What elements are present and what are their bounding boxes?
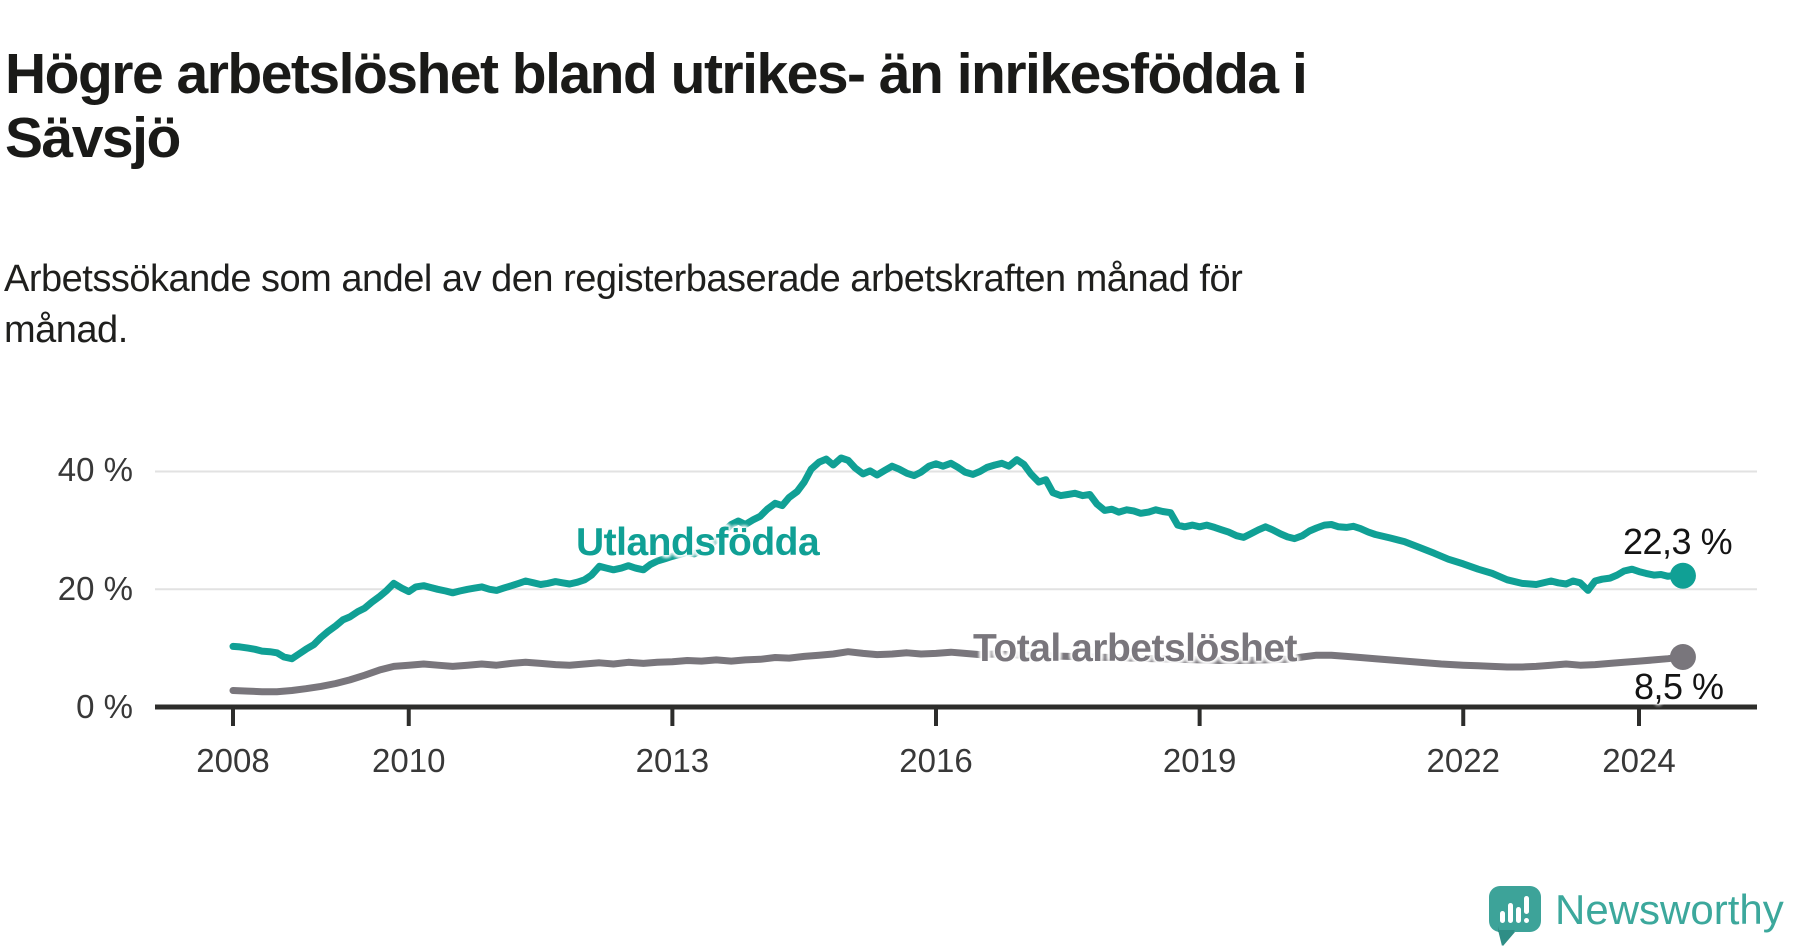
x-axis-label: 2013 <box>635 742 710 779</box>
x-axis-label: 2024 <box>1602 742 1676 779</box>
series-end-dot-total <box>1669 643 1696 670</box>
series-label-total-arbetsloshet: Total arbetslöshet <box>973 627 1298 670</box>
title-line-1: Högre arbetslöshet bland utrikes- än inr… <box>5 42 1308 107</box>
page-title: Högre arbetslöshet bland utrikes- än inr… <box>5 42 1765 170</box>
x-axis-label: 2010 <box>372 742 446 779</box>
x-axis-label: 2022 <box>1426 742 1500 779</box>
end-value-label-total: 8,5 % <box>1634 666 1724 707</box>
subtitle-line-2: månad. <box>4 309 128 351</box>
y-axis-label-20: 20 % <box>57 570 133 607</box>
chart-subtitle: Arbetssökande som andel av den registerb… <box>4 254 1764 356</box>
title-line-2: Sävsjö <box>5 106 181 171</box>
x-axis-label: 2008 <box>196 742 270 779</box>
y-axis-label-0: 0 % <box>76 688 133 725</box>
x-axis-label: 2019 <box>1162 742 1237 779</box>
y-axis-label-40: 40 % <box>57 451 133 488</box>
series-line-utlandsfodda <box>229 454 1687 663</box>
x-axis-label: 2016 <box>899 742 973 779</box>
subtitle-line-1: Arbetssökande som andel av den registerb… <box>4 258 1243 300</box>
series-label-utlandsfodda: Utlandsfödda <box>576 521 820 564</box>
series-line-total <box>229 648 1687 696</box>
series-end-dot-utlandsfodda <box>1669 562 1696 589</box>
newsworthy-logo-text: Newsworthy <box>1555 886 1784 933</box>
bar-chart-speech-bubble-icon <box>1489 886 1541 946</box>
end-value-label-utlandsfodda: 22,3 % <box>1623 521 1733 562</box>
newsworthy-logo: Newsworthy <box>1489 886 1784 948</box>
